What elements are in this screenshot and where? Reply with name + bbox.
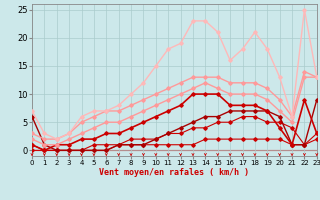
X-axis label: Vent moyen/en rafales ( km/h ): Vent moyen/en rafales ( km/h ) bbox=[100, 168, 249, 177]
